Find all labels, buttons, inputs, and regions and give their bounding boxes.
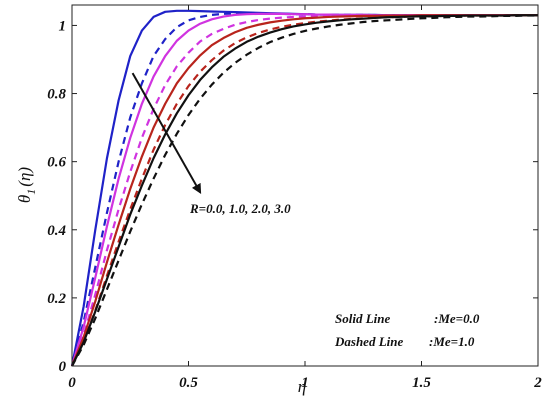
legend-solid-label: Solid Line [335, 311, 390, 326]
y-axis-title: θ1 (η) [15, 167, 38, 203]
plot-lines [70, 9, 538, 367]
y-tick-label: 0.4 [47, 223, 66, 239]
y-tick-label: 1 [59, 18, 67, 34]
x-tick-label: 2 [533, 375, 542, 391]
legend-dashed-value: :Me=1.0 [429, 334, 475, 349]
x-tick-label: 0 [68, 375, 76, 391]
axis-ticks: 0 0.5 1 1.5 2 0 0.2 0.4 0.6 0.8 1 [47, 5, 542, 391]
y-axis-title-main: θ [15, 195, 34, 203]
legend: Solid Line :Me=0.0 Dashed Line :Me=1.0 [334, 311, 480, 349]
legend-solid-value: :Me=0.0 [434, 311, 480, 326]
x-tick-label: 1 [301, 375, 309, 391]
svg-text:θ1(η): θ1 (η) [15, 167, 38, 203]
x-tick-label: 1.5 [412, 375, 431, 391]
series-line-8 [71, 14, 538, 367]
arrow-label: R=0.0, 1.0, 2.0, 3.0 [189, 201, 291, 216]
legend-dashed-label: Dashed Line [334, 334, 403, 349]
y-tick-label: 0 [59, 359, 67, 375]
y-tick-label: 0.6 [47, 155, 66, 171]
x-axis-title: η [298, 377, 306, 396]
x-tick-label: 0.5 [179, 375, 198, 391]
series-line-6 [71, 14, 538, 367]
y-tick-label: 0.2 [47, 291, 66, 307]
y-axis-title-sub: 1 [24, 189, 38, 195]
y-tick-label: 0.8 [47, 87, 66, 103]
y-axis-title-arg: (η) [15, 167, 34, 187]
trend-arrow [131, 72, 202, 195]
